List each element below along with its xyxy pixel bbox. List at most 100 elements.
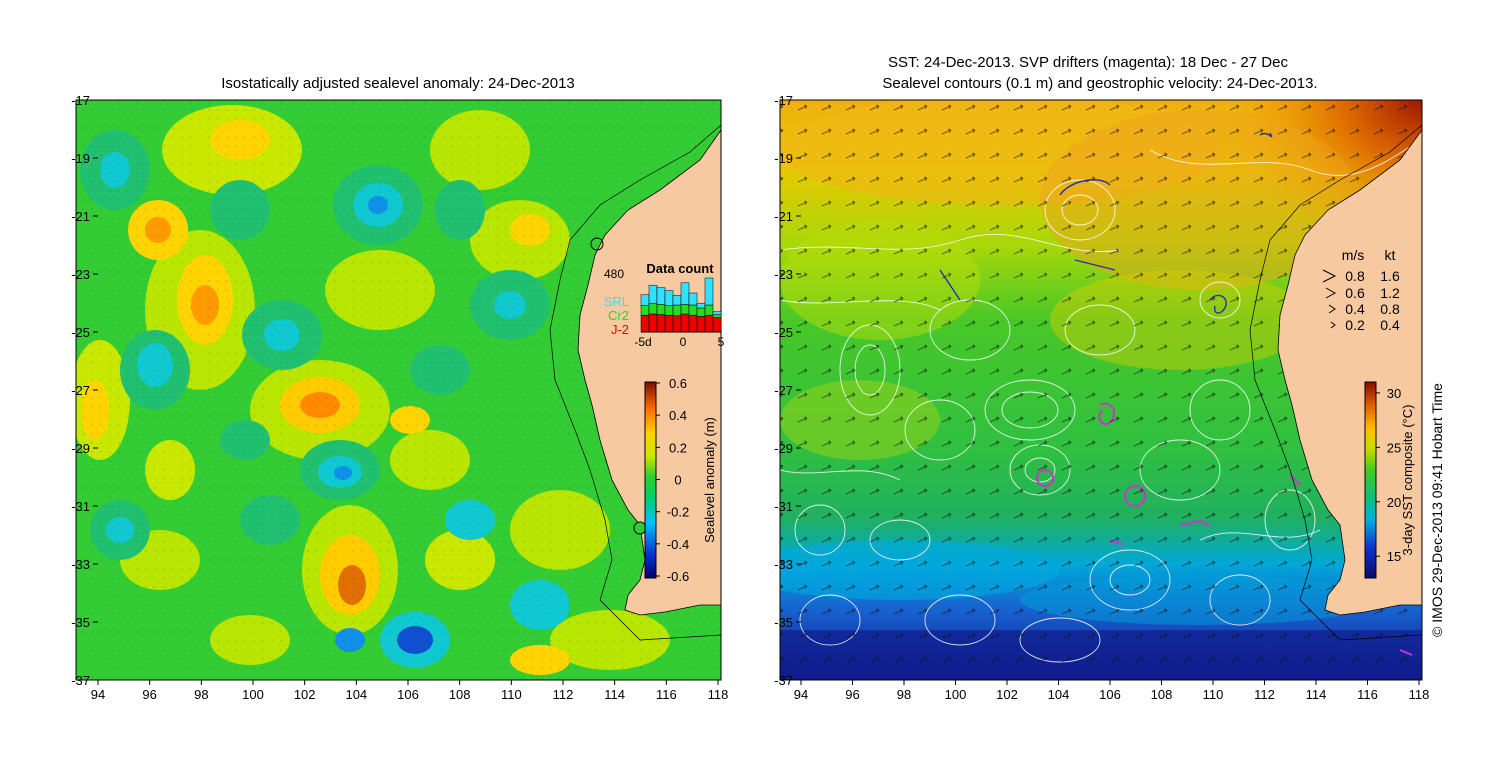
x-tick-label: 110 — [1203, 687, 1224, 702]
x-tick-label: 118 — [708, 687, 729, 702]
x-tick-label: 112 — [553, 687, 574, 702]
y-tick-label: -27 — [71, 383, 90, 398]
velocity-arrow-icon — [1322, 269, 1337, 283]
velocity-ms: 0.2 — [1345, 317, 1365, 333]
colorbar-tick-label: 20 — [1387, 495, 1401, 510]
count-bar-srl — [712, 311, 722, 315]
x-tick-label: 108 — [1151, 687, 1173, 702]
y-tick-label: -31 — [774, 499, 793, 514]
sla-map — [76, 100, 721, 680]
data-count-title: Data count — [646, 261, 714, 276]
count-bar-j2 — [648, 313, 658, 333]
y-tick-label: -25 — [71, 325, 90, 340]
x-tick-label: 106 — [1099, 687, 1121, 702]
x-tick-label: 110 — [501, 687, 522, 702]
count-bar-srl — [648, 284, 658, 304]
velocity-arrow-icon — [1330, 321, 1336, 329]
count-bar-cr2 — [704, 304, 714, 316]
y-tick-label: -17 — [71, 93, 90, 108]
sst-colorbar-ramp — [1364, 381, 1377, 579]
y-tick-label: -33 — [774, 557, 793, 572]
left-panel-title: Isostatically adjusted sealevel anomaly:… — [221, 75, 575, 92]
x-tick-label: 104 — [1048, 687, 1070, 702]
y-tick-label: -29 — [774, 441, 793, 456]
velocity-ms: 0.8 — [1345, 268, 1365, 284]
count-bar-srl — [688, 292, 698, 306]
count-bar-j2 — [712, 317, 722, 333]
count-bar-cr2 — [680, 304, 690, 315]
x-tick-label: 116 — [656, 687, 677, 702]
y-tick-label: -35 — [71, 615, 90, 630]
data-count-bars — [640, 277, 722, 333]
x-tick-label: 98 — [897, 687, 911, 702]
y-tick-label: -37 — [71, 673, 90, 688]
x-tick-label: 96 — [845, 687, 859, 702]
count-bar-srl — [656, 287, 666, 305]
x-tick-label: 116 — [1357, 687, 1378, 702]
count-bar-j2 — [664, 314, 674, 333]
x-tick-label: 104 — [345, 687, 367, 702]
data-count-max: 480 — [604, 267, 624, 281]
velocity-legend: m/s kt 0.8 1.6 0.6 1.2 0.4 0.8 0.2 0.4 — [1322, 247, 1400, 333]
data-count-xtick: 0 — [680, 335, 687, 349]
y-tick-label: -33 — [71, 557, 90, 572]
australia-land-right — [1277, 129, 1422, 616]
legend-srl: SRL — [604, 294, 629, 309]
x-tick-label: 96 — [142, 687, 156, 702]
y-tick-label: -29 — [71, 441, 90, 456]
x-tick-label: 100 — [945, 687, 967, 702]
tide-gauge-marker — [590, 237, 604, 251]
count-bar-j2 — [680, 313, 690, 333]
x-tick-label: 102 — [294, 687, 316, 702]
data-count-xtick: -5d — [634, 335, 651, 349]
count-bar-j2 — [672, 315, 682, 333]
y-tick-label: -23 — [71, 267, 90, 282]
bathymetry-contour-right — [1249, 124, 1422, 641]
sla-colorbar-label: Sealevel anomaly (m) — [702, 417, 717, 543]
colorbar-tick-label: 0.4 — [669, 408, 687, 423]
colorbar-tick-label: 30 — [1387, 386, 1401, 401]
sla-colorbar-ramp — [644, 381, 657, 579]
velocity-kt: 0.8 — [1380, 301, 1400, 317]
sla-colorbar: 0.6 0.4 0.2 0 -0.2 -0.4 -0.6 Sealevel anomaly … — [644, 376, 717, 584]
y-tick-label: -27 — [774, 383, 793, 398]
colorbar-tick-label: 0.2 — [669, 440, 687, 455]
right-panel-title-line2: Sealevel contours (0.1 m) and geostrophi… — [882, 75, 1317, 92]
right-panel-title-line1: SST: 24-Dec-2013. SVP drifters (magenta)… — [888, 54, 1288, 71]
x-tick-label: 98 — [194, 687, 208, 702]
x-tick-label: 118 — [1409, 687, 1430, 702]
count-bar-srl — [704, 277, 714, 306]
left-y-axis: -17 -19 -21 -23 -25 -27 -29 -31 -33 -35 -37 — [71, 93, 98, 688]
y-tick-label: -25 — [774, 325, 793, 340]
count-bar-srl — [680, 282, 690, 305]
legend-j2: J-2 — [611, 322, 629, 337]
count-bar-cr2 — [640, 305, 650, 316]
x-tick-label: 106 — [397, 687, 419, 702]
sla-colorbar-ticks: 0.6 0.4 0.2 0 -0.2 -0.4 -0.6 — [656, 376, 689, 584]
velocity-arrow-icon — [1328, 304, 1336, 314]
count-bar-srl — [672, 295, 682, 306]
count-bar-cr2 — [712, 314, 722, 318]
count-bar-srl — [640, 294, 650, 306]
colorbar-tick-label: 15 — [1387, 549, 1401, 564]
count-bar-j2 — [696, 316, 706, 333]
velocity-unit-kt: kt — [1385, 247, 1396, 263]
y-tick-label: -21 — [774, 209, 793, 224]
data-count-xtick: 5 — [718, 335, 725, 349]
y-tick-label: -31 — [71, 499, 90, 514]
y-tick-label: -35 — [774, 615, 793, 630]
colorbar-tick-label: 0 — [674, 473, 681, 488]
velocity-kt: 0.4 — [1380, 317, 1400, 333]
colorbar-tick-label: 25 — [1387, 440, 1401, 455]
y-tick-label: -37 — [774, 673, 793, 688]
count-bar-cr2 — [664, 305, 674, 316]
velocity-unit-ms: m/s — [1342, 247, 1365, 263]
sst-colorbar-label: 3-day SST composite (°C) — [1400, 405, 1415, 556]
y-tick-label: -19 — [71, 151, 90, 166]
count-bar-j2 — [688, 314, 698, 333]
count-bar-j2 — [640, 314, 650, 333]
colorbar-tick-label: -0.6 — [667, 569, 689, 584]
count-bar-cr2 — [648, 302, 658, 315]
sst-colorbar: 30 25 20 15 3-day SST composite (°C) — [1364, 381, 1415, 579]
x-tick-label: 94 — [794, 687, 808, 702]
